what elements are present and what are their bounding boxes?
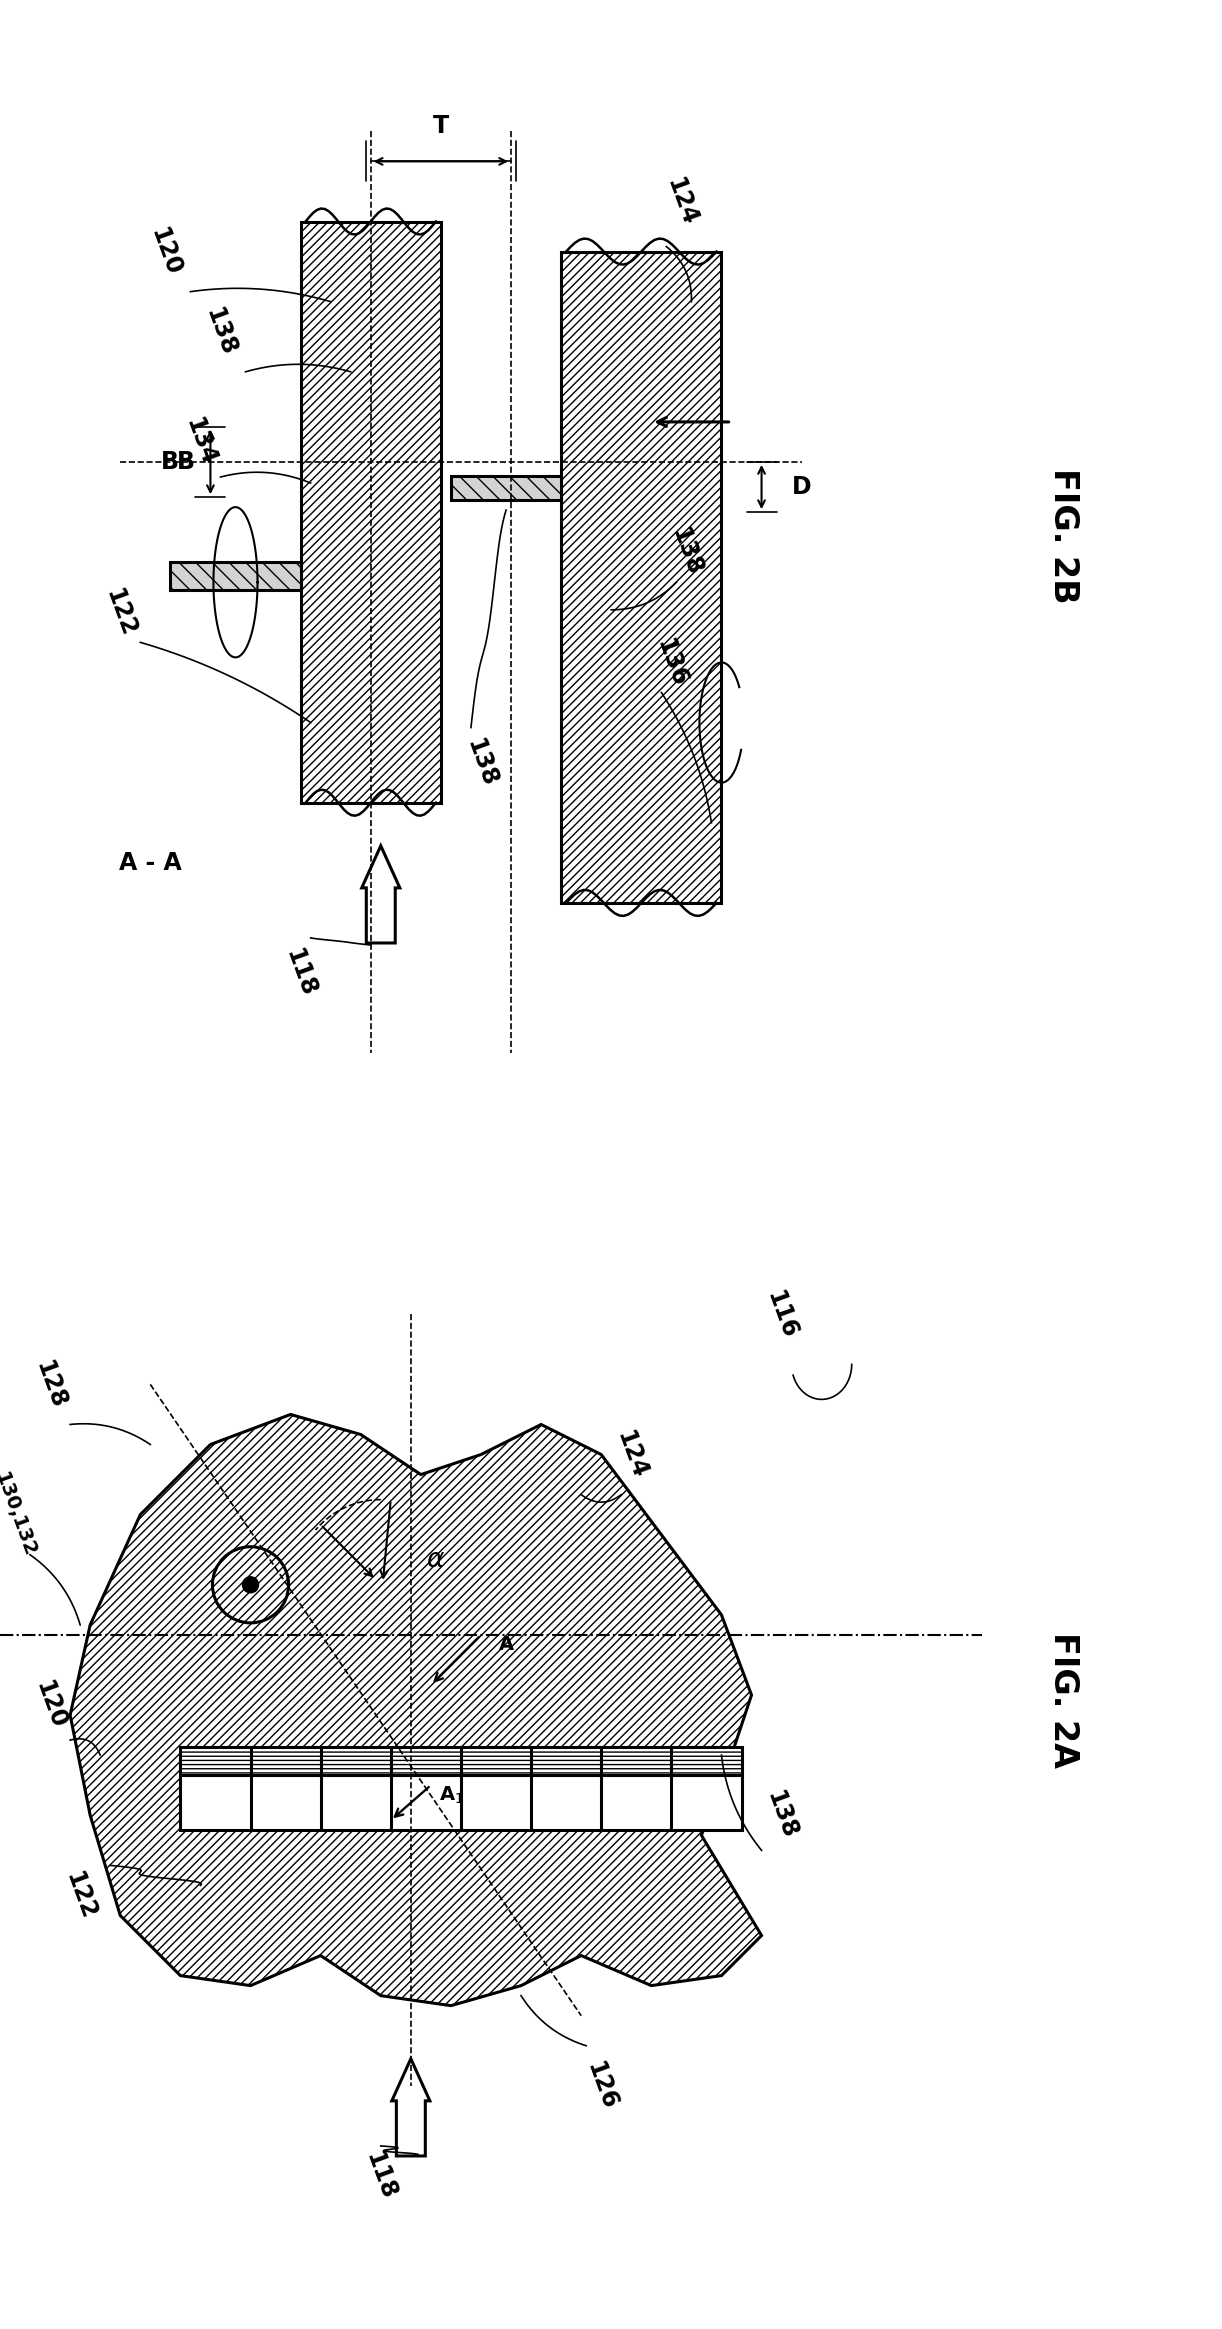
Bar bbox=[561, 252, 721, 904]
Text: 126: 126 bbox=[582, 2059, 621, 2112]
Text: 118: 118 bbox=[281, 946, 320, 999]
Text: B: B bbox=[161, 449, 180, 475]
Text: 130,132: 130,132 bbox=[0, 1470, 39, 1560]
Text: A: A bbox=[499, 1635, 513, 1654]
Text: $\alpha$: $\alpha$ bbox=[426, 1546, 445, 1572]
Polygon shape bbox=[362, 845, 400, 943]
Polygon shape bbox=[392, 2059, 430, 2157]
Bar bbox=[181, 1775, 742, 1831]
Bar bbox=[301, 221, 441, 804]
Text: D: D bbox=[792, 475, 811, 498]
Text: 138: 138 bbox=[461, 736, 501, 790]
Text: A - A: A - A bbox=[119, 850, 182, 876]
Text: 138: 138 bbox=[667, 524, 706, 580]
Bar bbox=[170, 561, 301, 589]
Text: T: T bbox=[433, 114, 448, 137]
Text: FIG. 2B: FIG. 2B bbox=[1046, 468, 1080, 603]
Text: 118: 118 bbox=[360, 2150, 401, 2203]
Text: 138: 138 bbox=[200, 305, 241, 359]
Bar bbox=[451, 475, 561, 501]
Text: 120: 120 bbox=[145, 224, 185, 279]
Text: 122: 122 bbox=[60, 1868, 100, 1924]
Text: 128: 128 bbox=[31, 1358, 70, 1411]
Text: B: B bbox=[176, 449, 194, 475]
Circle shape bbox=[242, 1577, 259, 1593]
Text: 136: 136 bbox=[651, 636, 692, 689]
Text: 120: 120 bbox=[31, 1677, 70, 1733]
Text: FIG. 2A: FIG. 2A bbox=[1046, 1633, 1080, 1768]
Text: 116: 116 bbox=[761, 1288, 802, 1342]
Bar bbox=[181, 1747, 742, 1775]
Text: 134: 134 bbox=[181, 415, 220, 468]
Text: 138: 138 bbox=[761, 1789, 802, 1842]
Text: 124: 124 bbox=[661, 175, 701, 228]
Polygon shape bbox=[70, 1414, 761, 2005]
Text: A$_1$: A$_1$ bbox=[439, 1784, 463, 1805]
Text: 124: 124 bbox=[611, 1428, 651, 1481]
Text: 122: 122 bbox=[100, 585, 141, 640]
